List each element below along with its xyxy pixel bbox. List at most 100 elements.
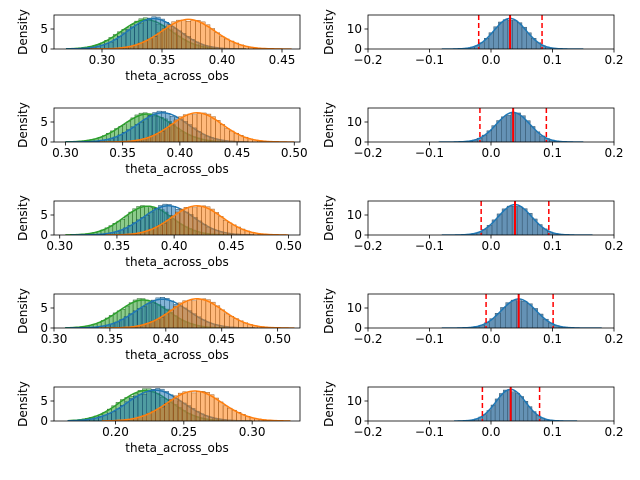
histogram-bar — [161, 223, 167, 235]
y-tick-label: 0 — [40, 414, 48, 428]
histogram-bar — [521, 301, 528, 328]
histogram-bar — [205, 206, 211, 235]
x-tick-label: 0.2 — [604, 53, 623, 67]
plot-area — [441, 294, 602, 328]
plot-area — [438, 108, 584, 142]
y-tick-label: 0 — [354, 414, 362, 428]
y-axis-label: Density — [322, 102, 336, 148]
histogram-bar — [186, 391, 192, 421]
histogram-bar — [163, 313, 169, 328]
x-tick-label: 0.50 — [264, 332, 291, 346]
histogram-bar — [182, 391, 188, 421]
x-tick-label: 0.50 — [281, 146, 308, 160]
y-tick-label: 10 — [347, 208, 362, 222]
x-axis-label: theta_across_obs — [125, 348, 228, 362]
x-tick-label: 0.40 — [209, 53, 236, 67]
x-axis-label: theta_across_obs — [125, 69, 228, 83]
histogram-bar — [159, 131, 165, 142]
histogram-bar — [219, 124, 226, 142]
x-tick-label: 0.35 — [109, 146, 136, 160]
histogram-bar — [224, 128, 230, 142]
plot-area — [64, 297, 295, 328]
histogram-bar — [195, 20, 201, 49]
axes-frame — [53, 200, 301, 236]
x-tick-label: 0.45 — [218, 239, 245, 253]
histogram-bar — [503, 389, 508, 421]
subplot-left-4: 0.20 0.25 0.30 0 5 Density theta_across_obs — [16, 381, 301, 455]
y-tick-label: 5 — [40, 115, 48, 129]
histogram-bar — [218, 401, 224, 421]
histogram-bar — [170, 215, 176, 235]
x-tick-label: 0.40 — [152, 332, 179, 346]
histogram-bar — [222, 220, 228, 235]
x-axis-label: theta_across_obs — [125, 441, 228, 455]
histogram-bar — [173, 395, 179, 421]
histogram-bar — [188, 206, 193, 235]
histogram-bar — [204, 392, 210, 421]
histogram-bar — [177, 302, 183, 328]
x-tick-label: 0.40 — [167, 146, 194, 160]
histogram-bar — [215, 120, 221, 142]
histogram-bar — [505, 114, 512, 142]
y-axis-label: Density — [322, 195, 336, 241]
y-axis-label: Density — [16, 9, 30, 55]
plot-area — [441, 15, 584, 49]
histogram-bar — [501, 116, 507, 142]
histogram-bar — [176, 19, 182, 49]
x-tick-label: 0.1 — [543, 425, 562, 439]
histogram-bar — [209, 28, 216, 49]
x-tick-label: 0.45 — [224, 146, 251, 160]
histogram-bar — [519, 396, 525, 421]
y-tick-label: 0 — [40, 321, 48, 335]
subplot-left-2: 0.30 0.35 0.40 0.45 0.50 0 5 Density theta_acros… — [16, 195, 302, 269]
y-tick-label: 0 — [40, 228, 48, 242]
subplot-right-3: −0.2 −0.1 0.0 0.1 0.2 0 10 Density — [322, 288, 624, 346]
plot-area — [65, 110, 295, 142]
histogram-bar — [512, 20, 518, 49]
histogram-bar — [210, 301, 216, 328]
histogram-bar — [196, 299, 202, 328]
histogram-bar — [214, 32, 220, 49]
x-tick-label: 0.2 — [604, 332, 623, 346]
histogram-bar — [521, 208, 528, 235]
histogram-bar — [156, 32, 163, 49]
kde-line — [105, 205, 289, 235]
kde-line — [101, 390, 291, 421]
x-tick-label: 0.35 — [97, 332, 124, 346]
histogram-bar — [155, 408, 161, 421]
histogram-bar — [185, 21, 192, 49]
histogram-bar — [204, 24, 211, 49]
x-tick-label: 0.2 — [604, 425, 623, 439]
histogram-bar — [166, 219, 172, 235]
histogram-bar — [111, 411, 117, 421]
histogram-bar — [205, 299, 211, 328]
histogram-bar — [115, 408, 121, 421]
histogram-bar — [168, 309, 174, 328]
x-tick-label: −0.1 — [415, 425, 444, 439]
histogram-bar — [510, 299, 517, 328]
histogram-bar — [210, 116, 216, 142]
histogram-bar — [229, 130, 235, 142]
histogram-bar — [222, 405, 228, 421]
histogram-bar — [192, 207, 198, 235]
y-tick-label: 10 — [347, 22, 362, 36]
histogram-bar — [179, 208, 185, 235]
histogram-bar — [187, 113, 193, 142]
histogram-bar — [196, 206, 202, 235]
histogram-bar — [516, 206, 523, 235]
histogram-bar — [227, 222, 233, 235]
x-tick-label: 0.25 — [170, 425, 197, 439]
y-tick-label: 0 — [40, 42, 48, 56]
histogram-bar — [182, 114, 188, 142]
histogram-bar — [164, 127, 170, 142]
x-tick-label: −0.2 — [353, 239, 382, 253]
subplot-right-2: −0.2 −0.1 0.0 0.1 0.2 0 10 Density — [322, 195, 624, 253]
x-tick-label: 0.0 — [481, 53, 500, 67]
histogram-bar — [219, 309, 225, 328]
x-tick-label: −0.1 — [415, 239, 444, 253]
histogram-bar — [190, 20, 196, 49]
x-tick-label: −0.1 — [415, 53, 444, 67]
histogram-bar — [160, 406, 165, 421]
x-tick-label: 0.1 — [543, 332, 562, 346]
